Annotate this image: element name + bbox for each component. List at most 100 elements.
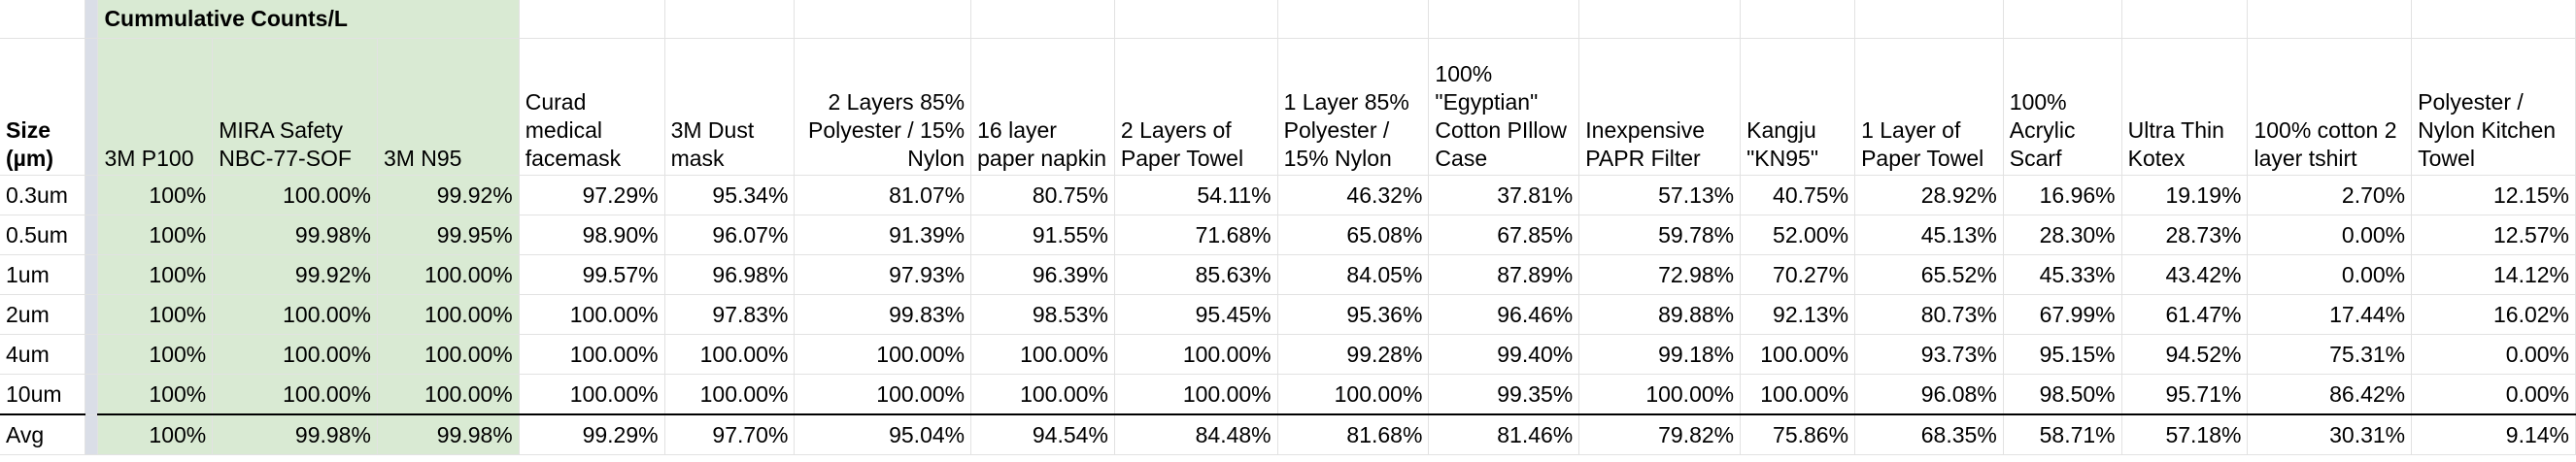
value-cell[interactable]: 93.73% — [1854, 334, 2004, 375]
value-cell[interactable]: 100% — [97, 214, 214, 255]
value-cell[interactable]: 57.13% — [1578, 175, 1742, 215]
value-cell[interactable]: 65.08% — [1277, 214, 1430, 255]
value-cell[interactable]: 67.85% — [1428, 214, 1580, 255]
value-cell[interactable]: 85.63% — [1114, 254, 1278, 295]
value-cell[interactable]: 100.00% — [1277, 374, 1430, 415]
value-cell[interactable]: 100.00% — [212, 175, 378, 215]
empty-cell[interactable] — [1277, 0, 1430, 39]
value-cell[interactable]: 92.13% — [1740, 294, 1856, 335]
sheet-title-cell[interactable]: Cummulative Counts/L — [97, 0, 520, 39]
empty-cell[interactable] — [519, 0, 665, 39]
column-header-cell[interactable]: Polyester / Nylon Kitchen Towel — [2411, 38, 2576, 176]
value-cell[interactable]: 89.88% — [1578, 294, 1742, 335]
column-header-cell[interactable]: 1 Layer of Paper Towel — [1854, 38, 2004, 176]
value-cell[interactable]: 43.42% — [2121, 254, 2249, 295]
column-header-cell[interactable]: 2 Layers 85% Polyester / 15% Nylon — [794, 38, 972, 176]
column-header-cell[interactable]: 16 layer paper napkin — [970, 38, 1115, 176]
avg-value-cell[interactable]: 81.68% — [1277, 413, 1430, 455]
value-cell[interactable]: 100% — [97, 334, 214, 375]
value-cell[interactable]: 0.00% — [2411, 334, 2576, 375]
value-cell[interactable]: 99.40% — [1428, 334, 1580, 375]
avg-value-cell[interactable]: 99.98% — [212, 413, 378, 455]
value-cell[interactable]: 100.00% — [970, 374, 1115, 415]
value-cell[interactable]: 95.45% — [1114, 294, 1278, 335]
value-cell[interactable]: 96.39% — [970, 254, 1115, 295]
empty-cell[interactable] — [1578, 0, 1742, 39]
avg-value-cell[interactable]: 30.31% — [2247, 413, 2413, 455]
value-cell[interactable]: 98.53% — [970, 294, 1115, 335]
value-cell[interactable]: 99.18% — [1578, 334, 1742, 375]
empty-cell[interactable] — [1854, 0, 2004, 39]
avg-value-cell[interactable]: 97.70% — [664, 413, 796, 455]
column-header-cell[interactable]: 100% cotton 2 layer tshirt — [2247, 38, 2413, 176]
empty-cell[interactable] — [970, 0, 1115, 39]
value-cell[interactable]: 95.71% — [2121, 374, 2249, 415]
value-cell[interactable]: 100.00% — [664, 334, 796, 375]
avg-value-cell[interactable]: 84.48% — [1114, 413, 1278, 455]
value-cell[interactable]: 100.00% — [377, 334, 520, 375]
value-cell[interactable]: 96.08% — [1854, 374, 2004, 415]
empty-cell[interactable] — [1428, 0, 1580, 39]
empty-cell[interactable] — [0, 0, 86, 39]
value-cell[interactable]: 17.44% — [2247, 294, 2413, 335]
value-cell[interactable]: 100.00% — [1114, 334, 1278, 375]
value-cell[interactable]: 100% — [97, 254, 214, 295]
avg-value-cell[interactable]: 75.86% — [1740, 413, 1856, 455]
value-cell[interactable]: 0.00% — [2411, 374, 2576, 415]
value-cell[interactable]: 65.52% — [1854, 254, 2004, 295]
value-cell[interactable]: 97.29% — [519, 175, 665, 215]
avg-value-cell[interactable]: 68.35% — [1854, 413, 2004, 455]
value-cell[interactable]: 71.68% — [1114, 214, 1278, 255]
value-cell[interactable]: 100.00% — [1740, 374, 1856, 415]
column-header-cell[interactable]: 3M P100 — [97, 38, 214, 176]
empty-cell[interactable] — [2411, 0, 2576, 39]
value-cell[interactable]: 100.00% — [1114, 374, 1278, 415]
size-label-cell[interactable]: 0.5um — [0, 214, 86, 255]
value-cell[interactable]: 100.00% — [212, 334, 378, 375]
value-cell[interactable]: 100.00% — [664, 374, 796, 415]
size-label-cell[interactable]: 4um — [0, 334, 86, 375]
column-header-cell[interactable]: Kangju "KN95" — [1740, 38, 1856, 176]
value-cell[interactable]: 28.73% — [2121, 214, 2249, 255]
value-cell[interactable]: 100.00% — [377, 374, 520, 415]
value-cell[interactable]: 94.52% — [2121, 334, 2249, 375]
column-header-cell[interactable]: 2 Layers of Paper Towel — [1114, 38, 1278, 176]
value-cell[interactable]: 100% — [97, 294, 214, 335]
value-cell[interactable]: 95.36% — [1277, 294, 1430, 335]
empty-cell[interactable] — [2121, 0, 2249, 39]
value-cell[interactable]: 100.00% — [1578, 374, 1742, 415]
value-cell[interactable]: 100% — [97, 374, 214, 415]
empty-cell[interactable] — [2247, 0, 2413, 39]
avg-label-cell[interactable]: Avg — [0, 413, 86, 455]
column-header-cell[interactable]: MIRA Safety NBC-77-SOF — [212, 38, 378, 176]
value-cell[interactable]: 81.07% — [794, 175, 972, 215]
value-cell[interactable]: 100% — [97, 175, 214, 215]
value-cell[interactable]: 100.00% — [377, 254, 520, 295]
value-cell[interactable]: 96.07% — [664, 214, 796, 255]
empty-cell[interactable] — [794, 0, 972, 39]
avg-value-cell[interactable]: 79.82% — [1578, 413, 1742, 455]
empty-cell[interactable] — [2003, 0, 2122, 39]
value-cell[interactable]: 99.92% — [377, 175, 520, 215]
value-cell[interactable]: 2.70% — [2247, 175, 2413, 215]
avg-value-cell[interactable]: 57.18% — [2121, 413, 2249, 455]
size-label-cell[interactable]: 0.3um — [0, 175, 86, 215]
value-cell[interactable]: 75.31% — [2247, 334, 2413, 375]
value-cell[interactable]: 99.35% — [1428, 374, 1580, 415]
size-header-cell[interactable]: Size (µm) — [0, 38, 86, 176]
value-cell[interactable]: 91.55% — [970, 214, 1115, 255]
value-cell[interactable]: 96.98% — [664, 254, 796, 295]
value-cell[interactable]: 19.19% — [2121, 175, 2249, 215]
value-cell[interactable]: 100.00% — [212, 374, 378, 415]
value-cell[interactable]: 99.83% — [794, 294, 972, 335]
value-cell[interactable]: 0.00% — [2247, 214, 2413, 255]
avg-value-cell[interactable]: 58.71% — [2003, 413, 2122, 455]
empty-cell[interactable] — [1114, 0, 1278, 39]
value-cell[interactable]: 100.00% — [519, 374, 665, 415]
empty-cell[interactable] — [1740, 0, 1856, 39]
value-cell[interactable]: 16.02% — [2411, 294, 2576, 335]
value-cell[interactable]: 37.81% — [1428, 175, 1580, 215]
value-cell[interactable]: 95.15% — [2003, 334, 2122, 375]
value-cell[interactable]: 100.00% — [1740, 334, 1856, 375]
value-cell[interactable]: 72.98% — [1578, 254, 1742, 295]
